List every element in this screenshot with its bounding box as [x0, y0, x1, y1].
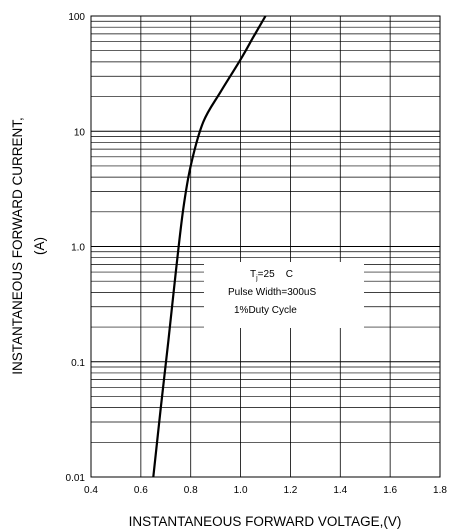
y-tick-label: 1.0	[71, 243, 85, 254]
x-axis-title: INSTANTANEOUS FORWARD VOLTAGE,(V)	[129, 514, 402, 529]
y-tick-label: 0.01	[66, 473, 86, 484]
y-tick-label: 10	[74, 127, 86, 138]
grid	[91, 16, 440, 477]
y-axis-title-line2: (A)	[32, 237, 47, 255]
y-tick-label: 100	[68, 12, 85, 23]
legend-pulse-width: Pulse Width=300uS	[228, 287, 316, 298]
x-tick-label: 1.0	[234, 485, 248, 496]
x-tick-label: 0.8	[184, 485, 198, 496]
x-tick-label: 1.8	[433, 485, 447, 496]
legend-box: Tj=25 C Pulse Width=300uS 1%Duty Cycle	[204, 262, 364, 328]
x-tick-label: 1.2	[283, 485, 297, 496]
x-tick-label: 1.6	[383, 485, 397, 496]
y-axis-title-line1: INSTANTANEOUS FORWARD CURRENT,	[10, 117, 25, 375]
y-tick-label: 0.1	[71, 358, 85, 369]
x-tick-label: 0.6	[134, 485, 148, 496]
legend-duty-cycle: 1%Duty Cycle	[234, 305, 297, 316]
legend-temperature: Tj=25 C	[250, 269, 293, 282]
tick-labels: 0.4 0.6 0.8 1.0 1.2 1.4 1.6 1.8 0.01 0.1 1.0 10 100	[66, 12, 448, 496]
x-tick-label: 0.4	[84, 485, 98, 496]
x-tick-label: 1.4	[333, 485, 347, 496]
forward-characteristic-curve	[152, 15, 267, 478]
